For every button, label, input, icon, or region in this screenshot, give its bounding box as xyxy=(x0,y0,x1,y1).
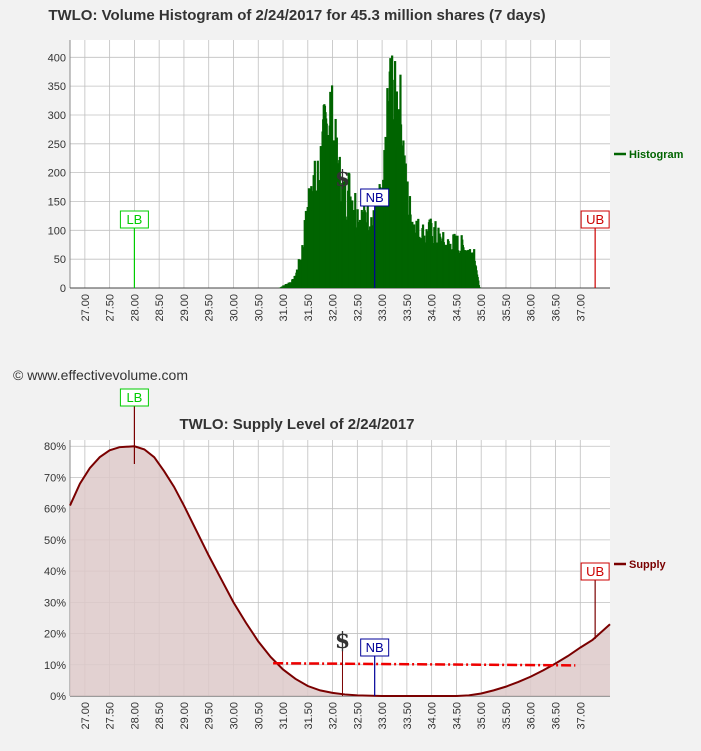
x-tick-label: 34.00 xyxy=(427,702,439,730)
y-tick-label: 150 xyxy=(48,196,66,208)
y-tick-label: 70% xyxy=(44,472,66,484)
x-tick-label: 30.50 xyxy=(253,702,265,730)
y-tick-label: 20% xyxy=(44,629,66,641)
x-tick-label: 36.50 xyxy=(551,294,563,322)
histogram-x-ticks: 27.00 27.50 28.00 28.50 29.00 29.50 30.00 30.50… xyxy=(80,294,587,322)
x-tick-label: 27.00 xyxy=(80,702,92,730)
histogram-markers: LB NB UB $ xyxy=(119,166,610,288)
supply-area xyxy=(70,446,610,696)
x-tick-label: 37.00 xyxy=(575,702,587,730)
histogram-legend-label: Histogram xyxy=(629,149,684,161)
x-tick-label: 27.50 xyxy=(105,702,117,730)
x-tick-label: 30.00 xyxy=(228,294,240,322)
histogram-bar xyxy=(478,287,481,288)
x-tick-label: 33.50 xyxy=(402,294,414,322)
copyright-text: © www.effectivevolume.com xyxy=(13,367,188,383)
histogram-title: TWLO: Volume Histogram of 2/24/2017 for … xyxy=(48,7,545,24)
supply-dashed-level xyxy=(273,661,576,667)
x-tick-label: 36.00 xyxy=(526,294,538,322)
x-tick-label: 27.50 xyxy=(105,294,117,322)
supply-markers: LB NB UB $ xyxy=(119,388,610,696)
x-tick-label: 29.50 xyxy=(204,702,216,730)
x-tick-label: 30.50 xyxy=(253,294,265,322)
x-tick-label: 31.50 xyxy=(303,294,315,322)
x-tick-label: 33.50 xyxy=(402,702,414,730)
x-tick-label: 30.00 xyxy=(228,702,240,730)
x-tick-label: 35.50 xyxy=(501,294,513,322)
x-tick-label: 28.00 xyxy=(129,294,141,322)
histogram-chart: TWLO: Volume Histogram of 2/24/2017 for … xyxy=(48,7,684,322)
y-tick-label: 400 xyxy=(48,52,66,64)
supply-title: TWLO: Supply Level of 2/24/2017 xyxy=(179,416,414,433)
histogram-lb-marker-box xyxy=(119,210,149,229)
y-tick-label: 50% xyxy=(44,535,66,547)
histogram-dollar-marker: $ xyxy=(335,166,350,192)
supply-line xyxy=(69,445,611,697)
supply-ub-marker-box xyxy=(580,562,610,581)
x-tick-label: 28.00 xyxy=(129,702,141,730)
histogram-nb-marker-box xyxy=(360,188,390,207)
histogram-lb-marker-label: LB xyxy=(126,212,142,227)
histogram-ub-marker-box xyxy=(580,210,610,229)
x-tick-label: 31.50 xyxy=(303,702,315,730)
y-tick-label: 60% xyxy=(44,504,66,516)
y-tick-label: 50 xyxy=(54,254,66,266)
y-tick-label: 300 xyxy=(48,110,66,122)
x-tick-label: 27.00 xyxy=(80,294,92,322)
histogram-legend: Histogram xyxy=(614,149,684,161)
x-tick-label: 31.00 xyxy=(278,702,290,730)
y-tick-label: 0% xyxy=(50,691,66,703)
y-tick-label: 250 xyxy=(48,139,66,151)
x-tick-label: 28.50 xyxy=(154,702,166,730)
y-tick-label: 100 xyxy=(48,225,66,237)
supply-ub-marker-label: UB xyxy=(586,564,604,579)
supply-y-ticks: 0% 10% 20% 30% 40% 50% 60% 70% 80% xyxy=(44,441,66,703)
supply-chart: TWLO: Supply Level of 2/24/2017 0% 10% 20%… xyxy=(44,388,667,730)
y-tick-label: 30% xyxy=(44,597,66,609)
histogram-series xyxy=(278,55,481,289)
x-tick-label: 35.00 xyxy=(476,702,488,730)
supply-x-ticks: 27.00 27.50 28.00 28.50 29.00 29.50 30.00 30.50… xyxy=(80,702,587,730)
supply-legend-label: Supply xyxy=(629,559,667,571)
y-tick-label: 0 xyxy=(60,283,66,295)
histogram-y-ticks: 0 50 100 150 200 250 300 350 400 xyxy=(48,52,66,295)
x-tick-label: 28.50 xyxy=(154,294,166,322)
x-tick-label: 32.50 xyxy=(352,294,364,322)
supply-dollar-marker: $ xyxy=(335,628,350,654)
histogram-ub-marker-label: UB xyxy=(586,212,604,227)
supply-nb-marker-label: NB xyxy=(366,640,384,655)
x-tick-label: 33.00 xyxy=(377,294,389,322)
x-tick-label: 29.00 xyxy=(179,702,191,730)
supply-series xyxy=(69,445,611,697)
x-tick-label: 32.00 xyxy=(328,294,340,322)
x-tick-label: 32.50 xyxy=(352,702,364,730)
y-tick-label: 350 xyxy=(48,81,66,93)
y-tick-label: 200 xyxy=(48,168,66,180)
x-tick-label: 31.00 xyxy=(278,294,290,322)
x-tick-label: 36.50 xyxy=(551,702,563,730)
supply-lb-marker-box xyxy=(119,388,149,407)
histogram-bar xyxy=(477,285,481,288)
x-tick-label: 34.50 xyxy=(451,294,463,322)
x-tick-label: 32.00 xyxy=(328,702,340,730)
histogram-bar xyxy=(477,280,480,288)
y-tick-label: 40% xyxy=(44,566,66,578)
x-tick-label: 34.00 xyxy=(427,294,439,322)
x-tick-label: 29.00 xyxy=(179,294,191,322)
histogram-nb-marker-label: NB xyxy=(366,190,384,205)
supply-legend: Supply xyxy=(614,559,667,571)
y-tick-label: 10% xyxy=(44,660,66,672)
y-tick-label: 80% xyxy=(44,441,66,453)
x-tick-label: 36.00 xyxy=(526,702,538,730)
x-tick-label: 35.00 xyxy=(476,294,488,322)
x-tick-label: 34.50 xyxy=(451,702,463,730)
x-tick-label: 37.00 xyxy=(575,294,587,322)
supply-nb-marker-box xyxy=(360,638,390,657)
x-tick-label: 33.00 xyxy=(377,702,389,730)
supply-lb-marker-label: LB xyxy=(126,390,142,405)
x-tick-label: 29.50 xyxy=(204,294,216,322)
x-tick-label: 35.50 xyxy=(501,702,513,730)
